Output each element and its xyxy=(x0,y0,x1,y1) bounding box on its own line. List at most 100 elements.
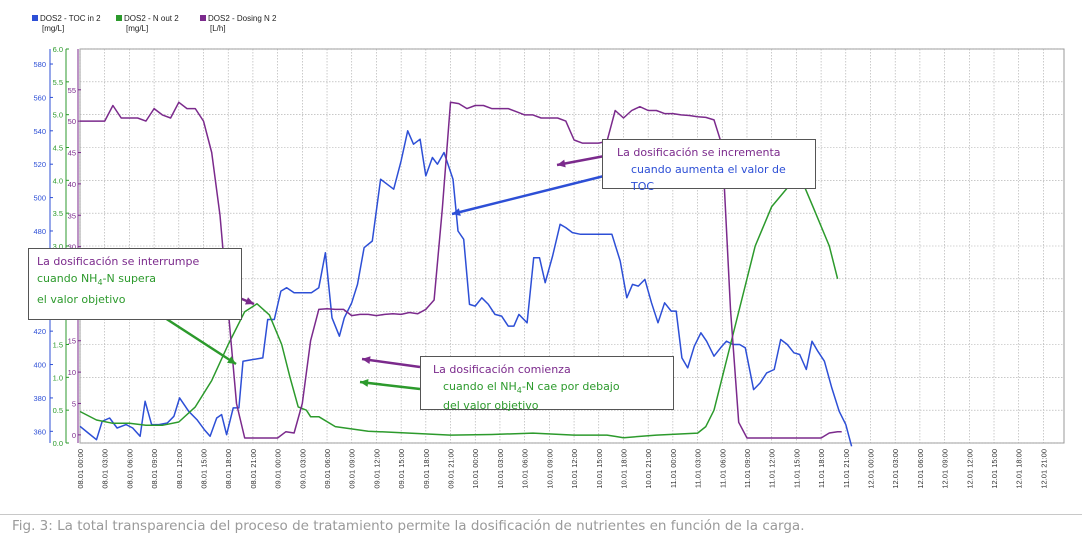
axis-tick-label: 380 xyxy=(33,394,46,403)
x-tick-label: 10.01 21:00 xyxy=(644,449,653,489)
annotation-arrow-head xyxy=(227,356,236,364)
x-tick-label: 12.01 18:00 xyxy=(1015,449,1024,489)
x-tick-label: 10.01 06:00 xyxy=(521,449,530,489)
annotation-text: -N supera xyxy=(102,272,156,285)
axis-tick-label: 40 xyxy=(68,180,76,189)
x-tick-label: 12.01 06:00 xyxy=(916,449,925,489)
axis-tick-label: 55 xyxy=(68,86,76,95)
series-line xyxy=(80,101,842,439)
x-tick-label: 09.01 09:00 xyxy=(348,449,357,489)
x-tick-label: 08.01 00:00 xyxy=(76,449,85,489)
series-lines xyxy=(79,101,853,447)
x-tick-label: 11.01 00:00 xyxy=(669,449,678,488)
caption-divider xyxy=(0,514,1082,515)
legend-label: DOS2 - Dosing N 2 xyxy=(208,14,277,23)
annotation-arrow-head xyxy=(362,356,371,364)
annotation-arrow-line xyxy=(359,380,421,391)
annotation-arrow-head xyxy=(452,208,461,216)
annotation-arrow-line xyxy=(556,153,611,167)
annotation-arrow-head xyxy=(557,159,566,168)
annotation-dosing-starts: La dosificación comienza cuando el NH4-N… xyxy=(420,356,674,412)
x-tick-label: 12.01 03:00 xyxy=(891,449,900,489)
axes: 5805605405205004804604404204003803606.05… xyxy=(33,45,81,448)
annotation-dosing-stops: La dosificación se interrumpe cuando NH4… xyxy=(28,248,242,320)
axis-tick-label: 500 xyxy=(33,194,46,203)
x-tick-label: 10.01 09:00 xyxy=(545,449,554,489)
x-tick-label: 11.01 12:00 xyxy=(768,449,777,488)
x-tick-label: 09.01 15:00 xyxy=(397,449,406,489)
x-tick-label: 11.01 15:00 xyxy=(792,449,801,488)
x-tick-label: 08.01 12:00 xyxy=(175,449,184,489)
x-tick-label: 08.01 18:00 xyxy=(224,449,233,489)
annotation-arrow-line xyxy=(361,357,421,369)
axis-tick-label: 45 xyxy=(68,149,76,158)
x-tick-label: 12.01 12:00 xyxy=(965,449,974,489)
axis-tick-label: 520 xyxy=(33,160,46,169)
x-tick-label: 11.01 21:00 xyxy=(842,449,851,488)
x-tick-label: 10.01 12:00 xyxy=(570,449,579,489)
legend-unit: [L/h] xyxy=(210,24,226,33)
annotation-arrow-head xyxy=(360,379,369,387)
x-tick-label: 10.01 00:00 xyxy=(471,449,480,489)
annotation-subscript: 4 xyxy=(97,278,103,288)
x-tick-label: 12.01 21:00 xyxy=(1039,449,1048,489)
legend-label: DOS2 - TOC in 2 xyxy=(40,14,101,23)
x-tick-label: 08.01 09:00 xyxy=(150,449,159,489)
x-tick-label: 09.01 12:00 xyxy=(372,449,381,489)
annotation-subscript: 4 xyxy=(516,386,522,396)
annotation-arrow-head xyxy=(245,297,254,305)
x-tick-label: 11.01 09:00 xyxy=(743,449,752,488)
x-tick-label: 12.01 09:00 xyxy=(941,449,950,489)
annotation-arrows xyxy=(147,153,611,391)
legend: DOS2 - TOC in 2[mg/L]DOS2 - N out 2[mg/L… xyxy=(32,14,277,33)
axis-tick-label: 580 xyxy=(33,60,46,69)
annotation-line: el valor objetivo xyxy=(37,293,126,307)
axis-tick-label: 10 xyxy=(68,368,76,377)
axis-tick-label: 30 xyxy=(68,243,76,252)
x-tick-label: 09.01 06:00 xyxy=(323,449,332,489)
x-tick-label: 08.01 21:00 xyxy=(249,449,258,489)
axis-tick-label: 1.0 xyxy=(53,373,63,382)
x-tick-label: 11.01 18:00 xyxy=(817,449,826,488)
x-tick-label: 09.01 21:00 xyxy=(447,449,456,489)
axis-tick-label: 420 xyxy=(33,327,46,336)
axis-tick-label: 4.5 xyxy=(53,144,63,153)
axis-tick-label: 3.5 xyxy=(53,209,63,218)
axis-tick-label: 5.0 xyxy=(53,111,63,120)
x-tick-label: 11.01 03:00 xyxy=(694,449,703,488)
annotation-text: cuando NH xyxy=(37,272,98,285)
annotation-text: cuando el NH xyxy=(443,380,517,393)
axis-tick-label: 15 xyxy=(68,337,76,346)
axis-tick-label: 1.5 xyxy=(53,341,63,350)
axis-tick-label: 5 xyxy=(72,399,76,408)
annotation-line: La dosificación comienza xyxy=(433,363,571,376)
axis-tick-label: 3.0 xyxy=(53,242,63,251)
axis-tick-label: 480 xyxy=(33,227,46,236)
axis-tick-label: 35 xyxy=(68,211,76,220)
x-tick-label: 12.01 00:00 xyxy=(866,449,875,489)
axis-tick-label: 0 xyxy=(72,431,76,440)
legend-swatch xyxy=(32,15,38,21)
axis-tick-label: 0.5 xyxy=(53,406,63,415)
figure-caption: Fig. 3: La total transparencia del proce… xyxy=(12,518,805,534)
axis-tick-label: 360 xyxy=(33,427,46,436)
x-tick-label: 09.01 18:00 xyxy=(422,449,431,489)
axis-tick-label: 4.0 xyxy=(53,176,63,185)
annotation-toc-increase: La dosificación se incrementa cuando aum… xyxy=(602,139,816,193)
x-tick-labels: 08.01 00:00 08.01 03:00 08.01 06:00 08.01 0… xyxy=(76,449,1048,489)
legend-unit: [mg/L] xyxy=(42,24,64,33)
annotation-line: cuando NH4-N supera xyxy=(37,270,233,291)
x-tick-label: 09.01 03:00 xyxy=(298,449,307,489)
annotation-line: La dosificación se interrumpe xyxy=(37,255,200,268)
x-tick-label: 10.01 03:00 xyxy=(496,449,505,489)
x-tick-label: 09.01 00:00 xyxy=(274,449,283,489)
x-tick-label: 08.01 06:00 xyxy=(125,449,134,489)
annotation-text: -N cae por debajo xyxy=(521,380,620,393)
annotation-line: cuando aumenta el valor de TOC xyxy=(631,163,786,193)
axis-tick-label: 50 xyxy=(68,117,76,126)
axis-tick-label: 540 xyxy=(33,127,46,136)
x-tick-label: 08.01 15:00 xyxy=(200,449,209,489)
x-tick-label: 11.01 06:00 xyxy=(718,449,727,488)
series-line xyxy=(79,130,853,447)
x-tick-label: 08.01 03:00 xyxy=(101,449,110,489)
